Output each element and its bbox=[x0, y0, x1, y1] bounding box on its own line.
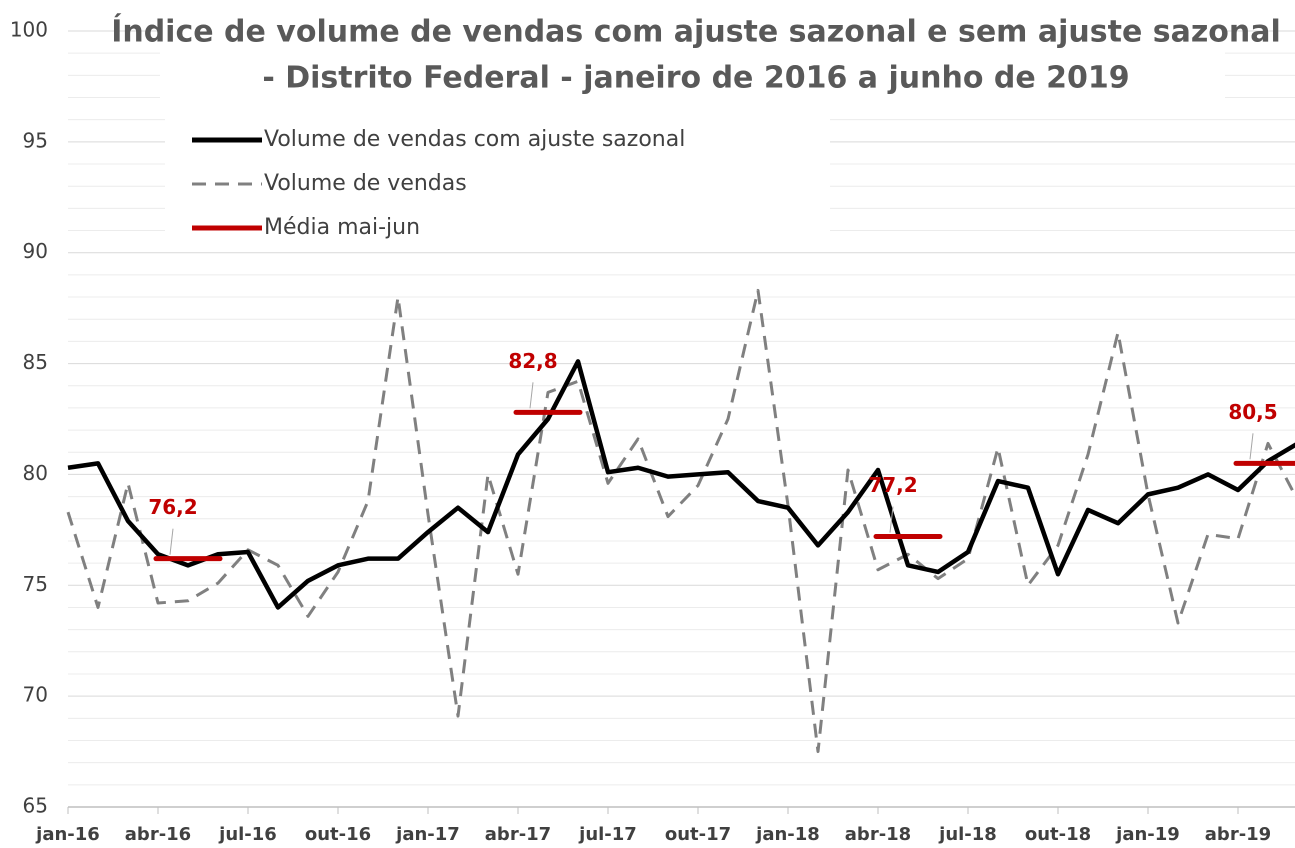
x-tick-label: jan-18 bbox=[755, 824, 820, 845]
x-tick-label: jul-16 bbox=[218, 824, 277, 845]
x-tick-label: abr-17 bbox=[485, 824, 551, 845]
value-label: 76,2 bbox=[148, 495, 197, 519]
legend-background bbox=[165, 118, 830, 248]
chart-title: - Distrito Federal - janeiro de 2016 a j… bbox=[262, 61, 1129, 96]
y-tick-label: 85 bbox=[23, 350, 48, 374]
y-tick-label: 95 bbox=[23, 128, 48, 152]
x-tick-label: out-17 bbox=[665, 824, 731, 845]
value-label: 77,2 bbox=[868, 473, 917, 497]
x-tick-label: jan-19 bbox=[1115, 824, 1180, 845]
y-tick-label: 65 bbox=[23, 794, 48, 818]
y-tick-label: 75 bbox=[23, 572, 48, 596]
x-tick-label: abr-19 bbox=[1205, 824, 1271, 845]
title-background bbox=[160, 8, 1225, 102]
value-label: 82,8 bbox=[508, 349, 557, 373]
chart-title: Índice de volume de vendas com ajuste sa… bbox=[111, 14, 1281, 50]
series-line bbox=[67, 359, 1295, 610]
x-tick-label: jan-16 bbox=[35, 824, 100, 845]
x-tick-label: abr-18 bbox=[845, 824, 911, 845]
y-tick-label: 100 bbox=[10, 18, 48, 42]
legend-label: Volume de vendas com ajuste sazonal bbox=[264, 127, 685, 152]
y-tick-label: 70 bbox=[23, 683, 48, 707]
x-tick-label: abr-16 bbox=[125, 824, 191, 845]
x-tick-label: jul-18 bbox=[938, 824, 997, 845]
label-leader bbox=[1249, 433, 1254, 460]
y-tick-label: 90 bbox=[23, 239, 48, 263]
value-label: 80,5 bbox=[1228, 400, 1277, 424]
legend-label: Média mai-jun bbox=[264, 215, 420, 240]
label-leader bbox=[889, 506, 894, 533]
series-line bbox=[66, 288, 1295, 754]
label-leader bbox=[529, 382, 534, 409]
x-tick-label: jan-17 bbox=[395, 824, 460, 845]
x-tick-label: out-18 bbox=[1025, 824, 1091, 845]
label-leader bbox=[169, 528, 174, 555]
legend-label: Volume de vendas bbox=[264, 171, 467, 196]
x-tick-label: out-16 bbox=[305, 824, 371, 845]
y-tick-label: 80 bbox=[23, 461, 48, 485]
x-tick-label: jul-17 bbox=[578, 824, 637, 845]
